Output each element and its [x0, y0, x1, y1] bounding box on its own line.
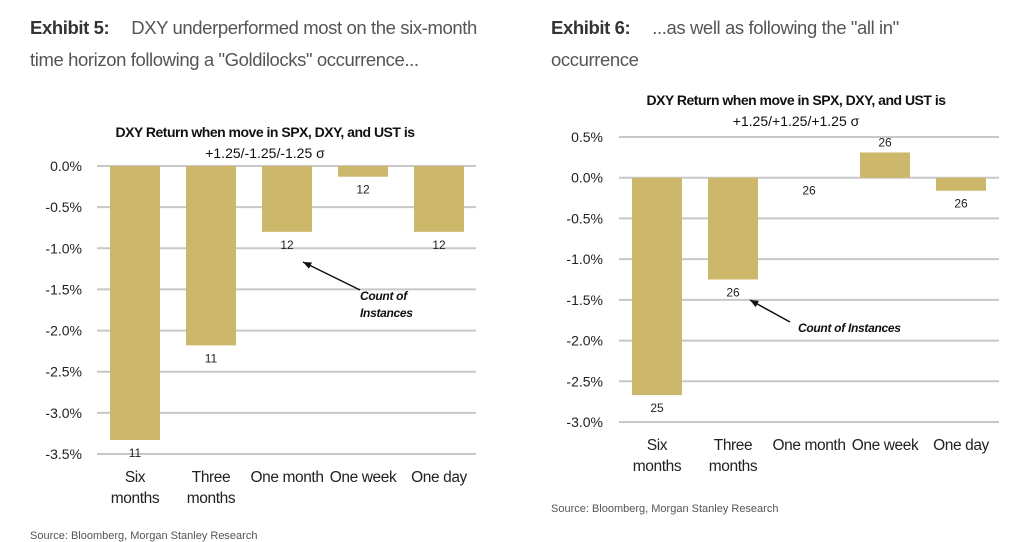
- x-category-label: One week: [852, 437, 919, 454]
- bar: [936, 177, 986, 191]
- chart-title: DXY Return when move in SPX, DXY, and US…: [646, 92, 946, 108]
- exhibit-6-header: Exhibit 6: ...as well as following the "a…: [551, 12, 981, 76]
- exhibit-caption: ...as well as following the "all in" occ…: [551, 17, 899, 70]
- annotation-text: Count of: [360, 289, 408, 303]
- y-tick-label: -2.5%: [566, 373, 603, 389]
- exhibit-caption: DXY underperformed most on the six-month…: [30, 17, 477, 70]
- count-label: 12: [432, 238, 446, 252]
- y-tick-label: 0.5%: [571, 129, 603, 145]
- chart-title: DXY Return when move in SPX, DXY, and US…: [115, 124, 415, 140]
- y-tick-label: -2.5%: [45, 364, 82, 380]
- y-tick-label: -1.0%: [566, 251, 603, 267]
- x-category-label: Six: [647, 437, 668, 454]
- x-category-label: One day: [933, 437, 989, 454]
- x-category-label: Three: [714, 437, 753, 454]
- chart-subtitle: +1.25/-1.25/-1.25 σ: [205, 145, 325, 161]
- chart-subtitle: +1.25/+1.25/+1.25 σ: [733, 113, 860, 129]
- y-tick-label: 0.0%: [571, 170, 603, 186]
- y-tick-label: -1.5%: [45, 281, 82, 297]
- x-category-label: Three: [192, 469, 231, 486]
- exhibit-label: Exhibit 6:: [551, 17, 631, 38]
- count-label: 26: [802, 184, 816, 198]
- x-category-label: months: [709, 458, 758, 475]
- annotation-text: Instances: [360, 306, 413, 320]
- count-label: 12: [280, 238, 294, 252]
- x-category-label: months: [187, 490, 236, 507]
- y-tick-label: -1.5%: [566, 292, 603, 308]
- x-category-label: Six: [125, 469, 146, 486]
- count-label: 25: [650, 401, 664, 415]
- x-category-label: One day: [411, 469, 467, 486]
- bar: [110, 166, 160, 441]
- exhibit-label: Exhibit 5:: [30, 17, 110, 38]
- bar: [708, 177, 758, 280]
- count-label: 26: [878, 135, 892, 149]
- y-tick-label: -2.0%: [45, 323, 82, 339]
- x-category-label: One week: [330, 469, 397, 486]
- y-tick-label: -1.0%: [45, 240, 82, 256]
- bar: [414, 166, 464, 232]
- x-category-label: One month: [772, 437, 845, 454]
- count-label: 11: [129, 446, 142, 460]
- y-tick-label: -3.0%: [566, 414, 603, 430]
- x-category-label: One month: [250, 469, 323, 486]
- y-tick-label: -3.0%: [45, 405, 82, 421]
- y-tick-label: -0.5%: [566, 210, 603, 226]
- x-category-label: months: [633, 458, 682, 475]
- bar: [338, 166, 388, 177]
- y-tick-label: 0.0%: [50, 158, 82, 174]
- source-note: Source: Bloomberg, Morgan Stanley Resear…: [551, 503, 779, 515]
- count-label: 26: [954, 197, 968, 211]
- y-tick-label: -3.5%: [45, 446, 82, 462]
- count-label: 26: [726, 286, 740, 300]
- arrowhead-icon: [303, 262, 312, 269]
- x-category-label: months: [111, 490, 160, 507]
- bar: [186, 166, 236, 346]
- annotation-arrow: [302, 261, 361, 291]
- count-label: 11: [205, 351, 218, 365]
- bar: [632, 177, 682, 396]
- count-label: 12: [356, 183, 370, 197]
- y-tick-label: -2.0%: [566, 333, 603, 349]
- arrowhead-icon: [750, 300, 759, 308]
- bar: [262, 166, 312, 232]
- bar: [860, 152, 910, 178]
- y-tick-label: -0.5%: [45, 199, 82, 215]
- exhibit-5-header: Exhibit 5: DXY underperformed most on the…: [30, 12, 490, 76]
- source-note: Source: Bloomberg, Morgan Stanley Resear…: [30, 530, 258, 542]
- annotation-text: Count of Instances: [798, 321, 901, 335]
